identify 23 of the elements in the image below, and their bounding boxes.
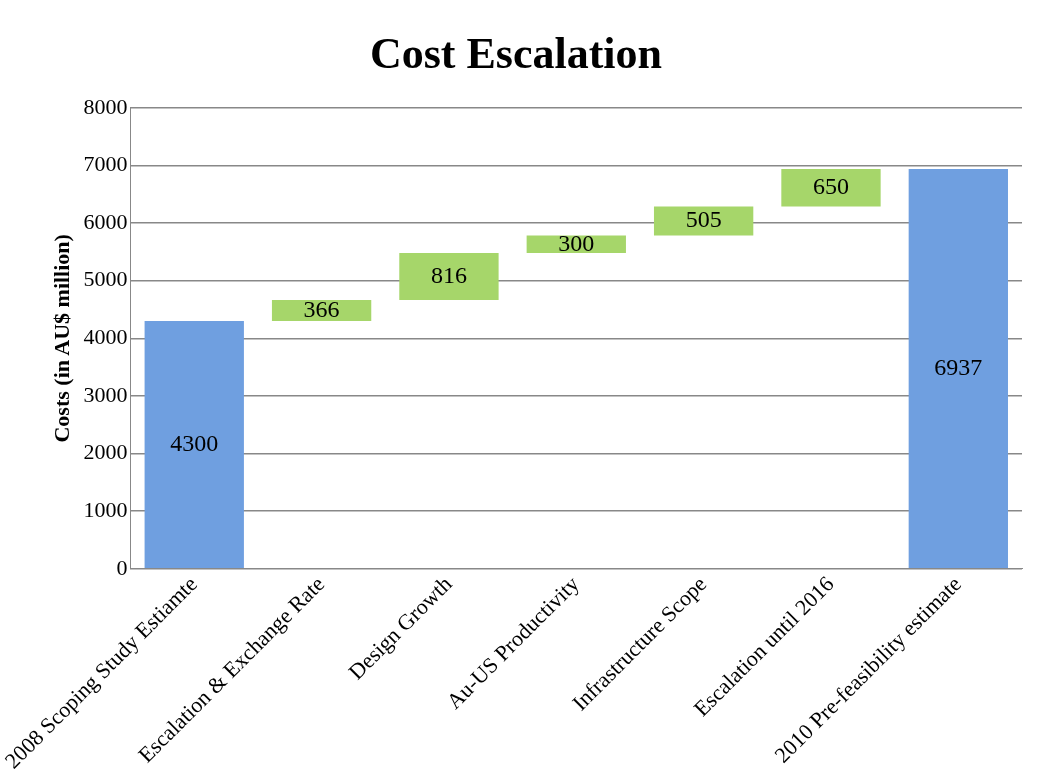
y-tick-label: 6000	[83, 208, 128, 234]
data-label: 6937	[934, 353, 983, 380]
data-label: 650	[812, 173, 849, 200]
y-tick-label: 3000	[83, 381, 128, 407]
data-label: 300	[558, 229, 595, 256]
y-tick-label: 4000	[83, 324, 128, 350]
y-tick-label: 2000	[83, 439, 128, 465]
data-label: 816	[430, 261, 467, 288]
y-tick-label: 0	[116, 554, 128, 580]
bar	[781, 169, 881, 207]
y-tick-label: 7000	[83, 151, 128, 177]
bar	[399, 252, 499, 300]
y-tick-label: 8000	[83, 93, 128, 119]
chart-title: Cost Escalation	[369, 28, 663, 78]
y-axis-title: Costs (in AU$ million)	[49, 234, 75, 443]
data-label: 4300	[170, 429, 219, 456]
y-tick-label: 5000	[83, 266, 128, 292]
data-label: 505	[685, 206, 722, 233]
y-tick-label: 1000	[83, 496, 128, 522]
data-label: 366	[303, 295, 340, 322]
bar	[144, 321, 244, 569]
bar	[908, 169, 1008, 569]
bar	[653, 206, 754, 236]
